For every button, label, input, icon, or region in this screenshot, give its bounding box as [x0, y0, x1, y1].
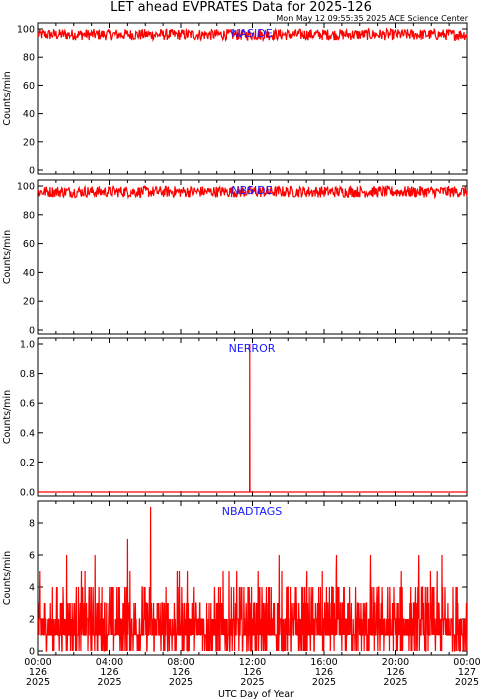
x-tick-label: 12:00 [239, 657, 266, 668]
x-tick-label: 2025 [26, 677, 50, 688]
y-tick-label: 20 [23, 297, 35, 308]
y-axis-label: Counts/min [2, 551, 13, 605]
x-tick-label: 126 [243, 667, 261, 678]
panels: 020406080100Counts/minNASIDE020406080100… [2, 22, 481, 688]
y-tick-label: 0.4 [20, 428, 35, 439]
chart-title: LET ahead EVPRATES Data for 2025-126 [110, 0, 372, 15]
y-tick-label: 0 [29, 326, 35, 337]
y-tick-label: 40 [23, 268, 35, 279]
y-axis-label: Counts/min [2, 71, 13, 125]
x-tick-label: 127 [458, 667, 476, 678]
y-tick-label: 100 [17, 25, 35, 36]
plot-frame [37, 22, 468, 175]
y-tick-label: 1.0 [20, 340, 35, 351]
x-tick-label: 126 [29, 667, 47, 678]
series-line-nbadtags [38, 506, 468, 652]
y-tick-label: 2 [29, 615, 35, 626]
x-tick-label: 2025 [169, 677, 193, 688]
series-line-naside [37, 27, 468, 43]
y-tick-label: 0 [29, 166, 35, 177]
panel-nbadtags: 0 2 4 6 8 Counts/min NBADTAGS [2, 500, 468, 658]
x-tick-label: 126 [386, 667, 404, 678]
x-tick-label: 126 [100, 667, 118, 678]
series-line-nerror [38, 343, 467, 493]
y-tick-label: 100 [17, 182, 35, 193]
x-tick-label: 2025 [312, 677, 336, 688]
panel-nerror: 0.0 0.2 0.4 0.6 0.8 1.0 Counts/min NERROR [2, 337, 468, 499]
panel-label: NERROR [229, 342, 276, 355]
y-tick-label: 80 [23, 210, 35, 221]
y-axis-label: Counts/min [2, 230, 13, 284]
x-tick-label: 08:00 [167, 657, 194, 668]
y-tick-label: 0 [29, 647, 35, 658]
x-tick-label: 16:00 [310, 657, 337, 668]
x-tick-label: 2025 [240, 677, 264, 688]
y-tick-label: 80 [23, 53, 35, 64]
series-line-nbside [37, 184, 468, 200]
x-tick-label: 126 [172, 667, 190, 678]
x-tick-label: 04:00 [96, 657, 123, 668]
x-tick-label: 2025 [383, 677, 407, 688]
y-tick-label: 8 [29, 519, 35, 530]
y-tick-label: 0.0 [20, 488, 35, 499]
y-tick-label: 20 [23, 137, 35, 148]
panel-naside: 0 20 40 60 80 100 Counts/min NASIDE [2, 22, 468, 177]
x-tick-label: 20:00 [382, 657, 409, 668]
y-tick-label: 40 [23, 109, 35, 120]
y-tick-label: 60 [23, 239, 35, 250]
plot-frame [37, 179, 468, 335]
x-tick-label: 00:00 [24, 657, 51, 668]
x-axis-label: UTC Day of Year [218, 689, 294, 700]
panel-label: NASIDE [231, 27, 272, 40]
panel-label: NBADTAGS [222, 505, 282, 518]
x-tick-label: 00:00 [453, 657, 480, 668]
panel-nbside: 0 20 40 60 80 100 Counts/min NBSIDE [2, 179, 468, 337]
x-tick-label: 2025 [455, 677, 479, 688]
y-tick-label: 4 [29, 583, 35, 594]
y-tick-label: 0.8 [20, 369, 35, 380]
x-tick-label: 2025 [97, 677, 121, 688]
y-tick-label: 0.2 [20, 458, 35, 469]
y-axis-label: Counts/min [2, 390, 13, 444]
y-tick-label: 0.6 [20, 399, 35, 410]
y-tick-label: 6 [29, 551, 35, 562]
x-tick-label: 126 [315, 667, 333, 678]
y-tick-label: 60 [23, 81, 35, 92]
panel-label: NBSIDE [231, 184, 272, 197]
chart-subtitle: Mon May 12 09:55:35 2025 ACE Science Cen… [276, 14, 468, 23]
plot-frame [37, 337, 468, 497]
